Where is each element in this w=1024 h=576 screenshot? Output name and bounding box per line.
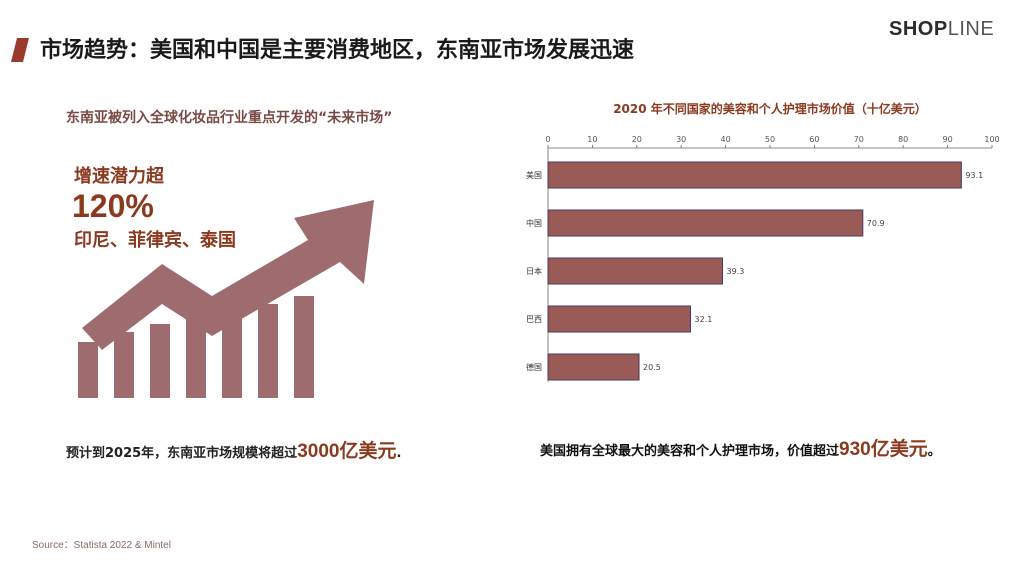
us-market-note: 美国拥有全球最大的美容和个人护理市场，价值超过930亿美元。 <box>540 434 941 461</box>
growth-bar-2 <box>114 332 134 398</box>
category-label: 中国 <box>526 218 542 228</box>
logo-text-p: P <box>933 18 948 40</box>
category-label: 美国 <box>526 170 542 180</box>
market-value-bar-chart: 0 10 20 30 40 50 60 70 80 90 100 美国 93.1 中国 70.9 日本 39.3… <box>526 135 1000 382</box>
value-label: 93.1 <box>965 171 983 180</box>
x-tick-label: 100 <box>984 135 999 144</box>
value-label: 39.3 <box>726 267 744 276</box>
slide-title: 市场趋势：美国和中国是主要消费地区，东南亚市场发展迅速 <box>40 38 635 63</box>
category-label: 德国 <box>526 362 542 372</box>
logo-text-sh: SH <box>889 18 918 40</box>
growth-bar-7 <box>294 296 314 398</box>
x-tick-label: 0 <box>545 135 550 144</box>
us-note-highlight: 930亿美元 <box>839 439 928 460</box>
growth-bar-1 <box>78 342 98 398</box>
growth-label: 增速潜力超 <box>74 166 164 187</box>
growth-bar-4 <box>186 316 206 398</box>
sea-note-prefix: 预计到2025年，东南亚市场规模将超过 <box>66 446 298 461</box>
x-tick-label: 70 <box>854 135 864 144</box>
logo-text-line: LINE <box>947 18 995 40</box>
growth-trend-arrow <box>82 200 374 350</box>
us-note-prefix: 美国拥有全球最大的美容和个人护理市场，价值超过 <box>540 444 840 459</box>
value-label: 70.9 <box>867 219 885 228</box>
x-tick-label: 60 <box>809 135 819 144</box>
sea-note-suffix: . <box>396 446 402 461</box>
sea-note-highlight: 3000亿美元 <box>297 441 397 462</box>
value-label: 20.5 <box>643 363 661 372</box>
title-accent-bar <box>11 38 29 62</box>
bar <box>547 353 640 381</box>
growth-countries: 印尼、菲律宾、泰国 <box>74 230 236 251</box>
sea-market-note: 预计到2025年，东南亚市场规模将超过3000亿美元. <box>66 436 401 463</box>
x-tick-label: 10 <box>587 135 597 144</box>
shopline-logo: SHOPLINE <box>889 18 994 41</box>
source-note: Source：Statista 2022 & Mintel <box>32 540 171 551</box>
logo-text-o: O <box>917 18 934 40</box>
bar <box>547 257 723 285</box>
us-note-suffix: 。 <box>927 444 941 459</box>
category-label: 日本 <box>526 266 542 276</box>
x-tick-label: 20 <box>632 135 642 144</box>
value-label: 32.1 <box>695 315 713 324</box>
x-tick-label: 30 <box>676 135 686 144</box>
left-subtitle: 东南亚被列入全球化妆品行业重点开发的“未来市场” <box>66 110 393 126</box>
growth-bar-6 <box>258 304 278 398</box>
growth-bar-3 <box>150 324 170 398</box>
x-tick-label: 50 <box>765 135 775 144</box>
x-tick-label: 90 <box>943 135 953 144</box>
x-tick-label: 80 <box>898 135 908 144</box>
growth-bar-5 <box>222 310 242 398</box>
bar <box>547 209 864 237</box>
x-tick-label: 40 <box>721 135 731 144</box>
chart-title: 2020 年不同国家的美容和个人护理市场价值（十亿美元） <box>613 102 927 116</box>
bar <box>547 161 962 189</box>
growth-arrow-icon <box>78 200 374 398</box>
growth-value: 120% <box>72 188 154 224</box>
category-label: 巴西 <box>526 315 542 324</box>
bar <box>547 305 692 333</box>
